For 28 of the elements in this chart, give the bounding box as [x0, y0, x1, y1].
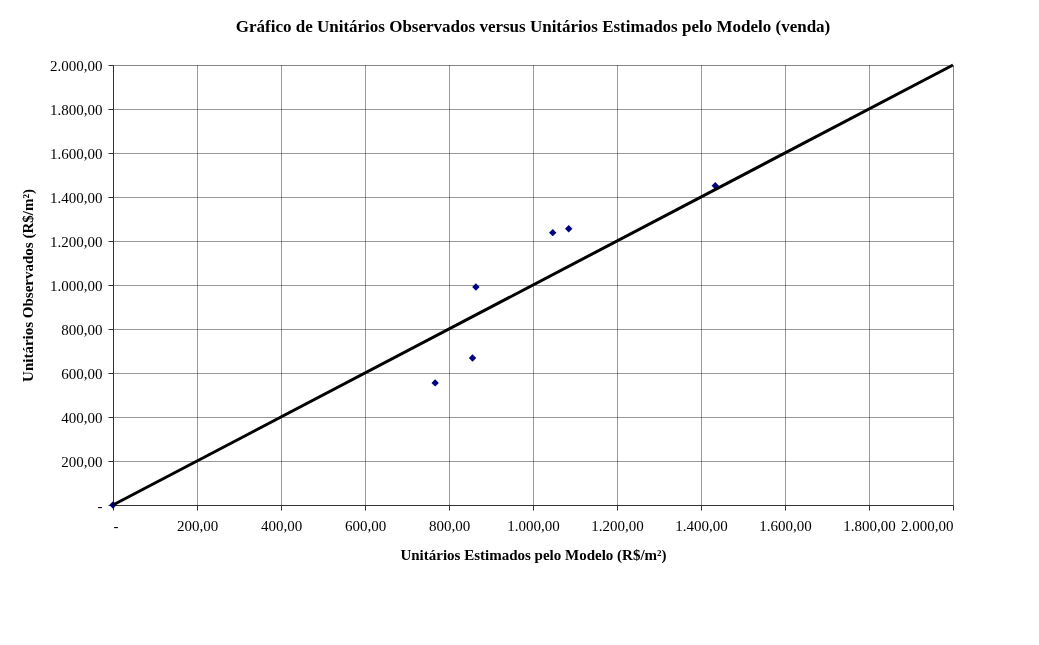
chart-title: Gráfico de Unitários Observados versus Unitários Estimados pelo Modelo (venda) [235, 17, 831, 36]
y-tick-label: 1.400,00 [50, 189, 103, 206]
x-tick-label: 200,00 [176, 517, 219, 534]
y-axis-title: Unitários Observados (R$/m²) [20, 189, 37, 382]
y-tick-label: 1.800,00 [50, 101, 103, 118]
x-tick-label: 1.200,00 [591, 517, 644, 534]
x-tick-label: 1.400,00 [675, 517, 728, 534]
y-tick-label: 1.200,00 [50, 233, 103, 250]
y-tick-label: 1.600,00 [50, 145, 103, 162]
point [549, 228, 557, 237]
x-axis-title: Unitários Estimados pelo Modelo (R$/m²) [400, 546, 667, 564]
y-tick-label: 200,00 [61, 453, 103, 470]
x-tick-label: 2.000,00 [901, 517, 954, 534]
y-tick-label: 1.000,00 [50, 277, 103, 294]
x-tick-label: 600,00 [344, 517, 387, 534]
x-tick-label: - [113, 517, 119, 534]
x-tick-label: 400,00 [260, 517, 303, 534]
x-tick-label: 1.800,00 [843, 517, 896, 534]
y-tick-label: 800,00 [61, 321, 103, 338]
x-tick-label: 1.600,00 [759, 517, 812, 534]
x-tick-label: 1.000,00 [507, 517, 560, 534]
x-tick-label: 800,00 [428, 517, 471, 534]
point [564, 224, 573, 233]
y-tick-label: 600,00 [61, 365, 103, 382]
y-tick-label: 2.000,00 [50, 57, 103, 74]
y-tick-label: - [97, 497, 103, 514]
point [468, 354, 477, 362]
y-tick-label: 400,00 [61, 409, 103, 426]
